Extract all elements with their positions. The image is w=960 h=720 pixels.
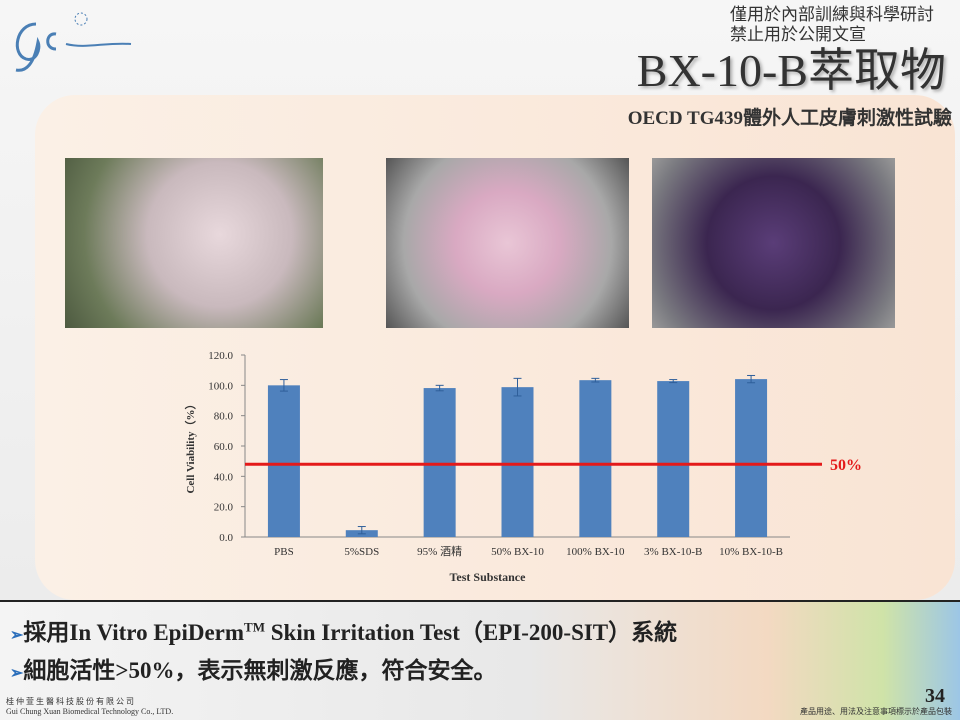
bullet-1-sup: TM <box>244 619 265 635</box>
bar <box>267 385 300 537</box>
photo-24-well-plate-held <box>65 158 323 328</box>
page-number: 34 <box>925 685 945 707</box>
cell-viability-chart: 0.0 20.0 40.0 60.0 80.0 100.0 120.0 PBS 5%SDS 95%… <box>184 350 862 584</box>
y-tick-label: 0.0 <box>219 532 233 544</box>
x-tick-label: 100% BX-10 <box>566 546 625 558</box>
company-cn: 桂 仲 萱 生 醫 科 技 股 份 有 限 公 司 <box>6 697 134 706</box>
threshold-label: 50% <box>830 457 862 474</box>
x-tick-label: 10% BX-10-B <box>719 546 783 558</box>
bullet-1-text: 採用In Vitro EpiDerm <box>23 620 245 645</box>
footer-disclaimer: 產品用途、用法及注意事項標示於產品包裝 <box>800 707 952 716</box>
notice-line1: 僅用於內部訓練與科學研討 <box>730 5 934 25</box>
y-tick-label: 40.0 <box>214 471 234 483</box>
x-tick-label: 5%SDS <box>344 546 379 558</box>
x-tick-label: PBS <box>274 546 294 558</box>
bar <box>657 381 690 537</box>
bar <box>501 387 534 537</box>
x-axis-title: Test Substance <box>450 570 527 584</box>
slide-subtitle: OECD TG439體外人工皮膚刺激性試驗 <box>627 108 952 129</box>
bullet-1-text2: Skin Irritation Test（EPI-200-SIT）系統 <box>265 620 678 645</box>
y-axis-title: Cell Viability（%） <box>184 398 197 493</box>
y-tick-label: 100.0 <box>208 380 233 392</box>
bullet-2: ➢細胞活性>50%，表示無刺激反應，符合安全。 <box>10 651 497 685</box>
y-tick-label: 120.0 <box>208 350 233 362</box>
photo-24-well-plate-purple <box>652 158 895 328</box>
bullet-1: ➢採用In Vitro EpiDermTM Skin Irritation Te… <box>10 613 677 647</box>
bar <box>423 388 456 537</box>
arrow-icon: ➢ <box>10 665 24 682</box>
notice-line2: 禁止用於公開文宣 <box>730 25 866 45</box>
y-tick-label: 60.0 <box>214 441 234 453</box>
bullet-2-text: 細胞活性>50%，表示無刺激反應，符合安全。 <box>23 658 497 683</box>
x-tick-label: 95% 酒精 <box>417 545 462 558</box>
bar <box>735 379 768 537</box>
arrow-icon: ➢ <box>10 627 24 644</box>
divider <box>0 600 960 602</box>
y-tick-label: 20.0 <box>214 502 234 514</box>
footer-company: 桂 仲 萱 生 醫 科 技 股 份 有 限 公 司 Gui Chung Xuan … <box>6 697 173 717</box>
y-tick-label: 80.0 <box>214 411 234 423</box>
x-tick-label: 50% BX-10 <box>491 546 544 558</box>
slide-title: BX-10-B萃取物 <box>636 45 946 96</box>
bar <box>579 380 612 537</box>
company-logo <box>15 12 132 72</box>
photo-6-well-inserts <box>386 158 629 328</box>
company-en: Gui Chung Xuan Biomedical Technology Co.… <box>6 707 174 716</box>
x-tick-label: 3% BX-10-B <box>644 546 702 558</box>
